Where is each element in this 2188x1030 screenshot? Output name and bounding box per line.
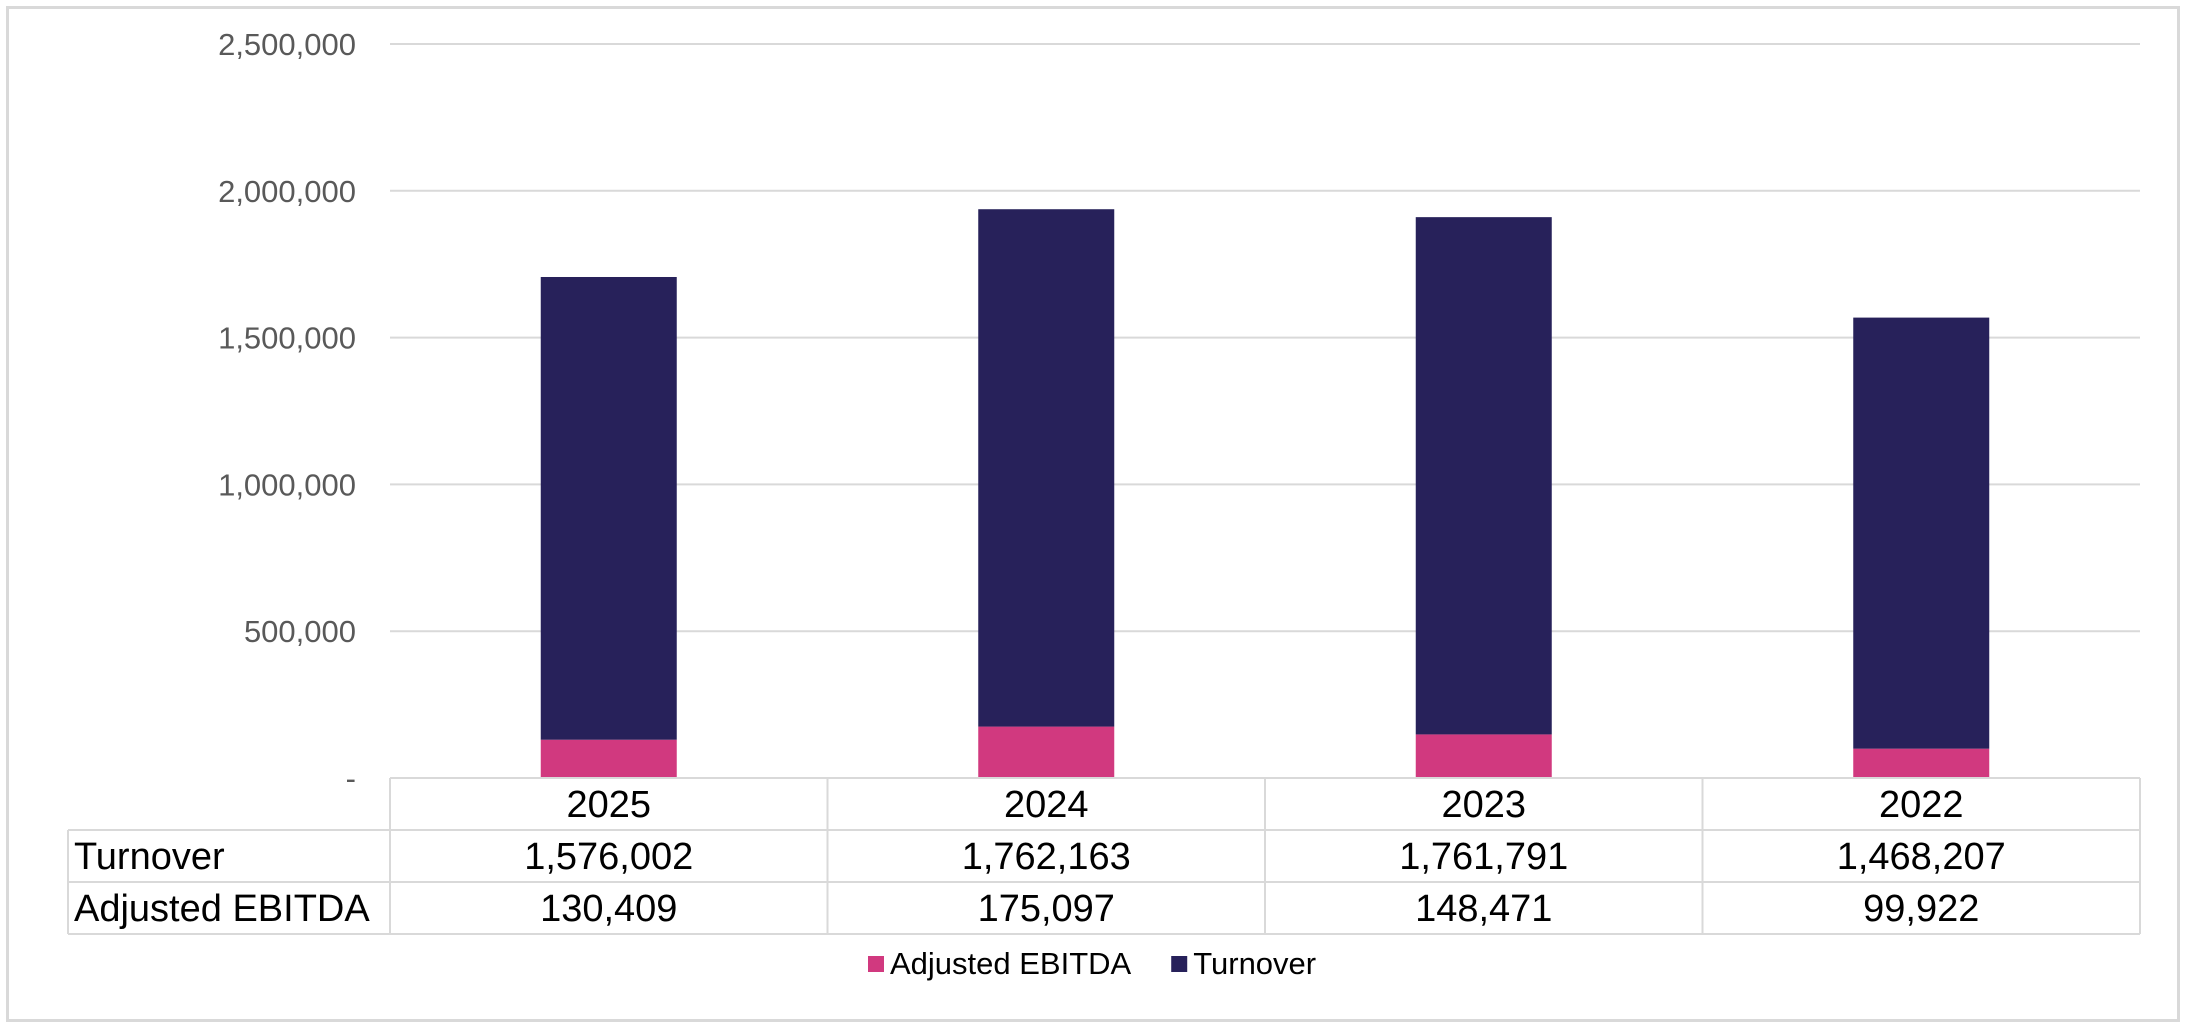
table-row-label: Adjusted EBITDA — [74, 888, 370, 930]
table-row-label: Turnover — [74, 836, 225, 878]
x-category-label: 2024 — [1004, 784, 1089, 826]
bar-adjusted-ebitda-2025 — [540, 739, 677, 778]
table-cell-value: 130,409 — [540, 888, 677, 930]
table-cell-value: 1,576,002 — [524, 836, 693, 878]
y-tick-label: 500,000 — [244, 614, 356, 649]
table-cell-value: 1,761,791 — [1399, 836, 1568, 878]
bar-turnover-2025 — [540, 276, 677, 740]
legend-swatch — [1171, 956, 1188, 972]
x-category-label: 2023 — [1441, 784, 1526, 826]
y-tick-label: - — [346, 761, 356, 796]
bar-turnover-2022 — [1853, 317, 1990, 749]
x-category-label: 2025 — [566, 784, 651, 826]
table-cell-value: 1,468,207 — [1837, 836, 2006, 878]
x-category-label: 2022 — [1879, 784, 1964, 826]
legend-label: Turnover — [1193, 946, 1316, 981]
table-cell-value: 99,922 — [1863, 888, 1979, 930]
y-tick-label: 1,000,000 — [218, 467, 356, 502]
legend-label: Adjusted EBITDA — [890, 946, 1132, 981]
legend-swatch — [868, 956, 884, 972]
y-tick-label: 1,500,000 — [218, 321, 356, 356]
table-cell-value: 1,762,163 — [962, 836, 1131, 878]
table-cell-value: 175,097 — [978, 888, 1115, 930]
bar-adjusted-ebitda-2022 — [1853, 748, 1990, 778]
bar-adjusted-ebitda-2024 — [978, 726, 1115, 778]
table-cell-value: 148,471 — [1415, 888, 1552, 930]
bar-adjusted-ebitda-2023 — [1415, 734, 1552, 778]
bar-turnover-2024 — [978, 209, 1115, 727]
y-tick-label: 2,500,000 — [218, 27, 356, 62]
y-tick-label: 2,000,000 — [218, 174, 356, 209]
bar-turnover-2023 — [1415, 217, 1552, 735]
